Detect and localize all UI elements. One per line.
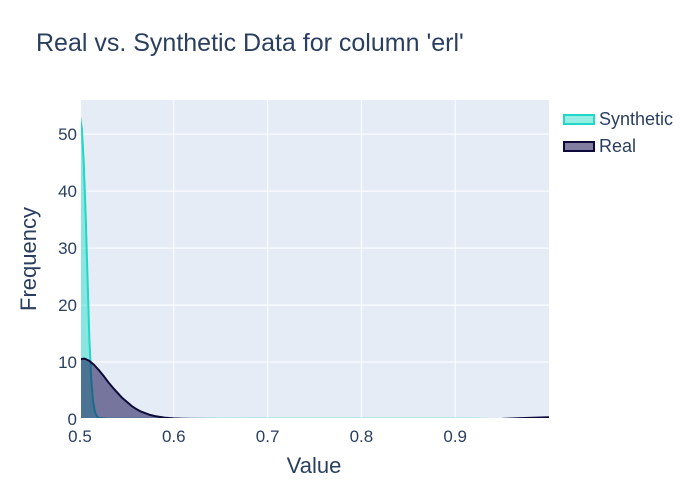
legend-swatch-synthetic <box>563 114 595 125</box>
y-tick-label: 10 <box>58 353 77 372</box>
y-tick-label: 30 <box>58 239 77 258</box>
x-tick-label: 0.8 <box>350 427 374 446</box>
x-tick-label: 0.6 <box>162 427 186 446</box>
series-real-area <box>80 358 549 419</box>
legend-swatch-real <box>563 141 595 152</box>
y-axis-title: Frequency <box>16 207 41 311</box>
plot-area <box>80 100 549 419</box>
tick-labels: 0.5 0.6 0.7 0.8 0.9 0 10 20 30 40 50 <box>58 125 467 446</box>
zero-line <box>79 100 549 420</box>
chart-title: Real vs. Synthetic Data for column 'erl' <box>36 29 464 57</box>
legend-item-synthetic[interactable]: Synthetic <box>563 109 673 129</box>
y-tick-label: 50 <box>58 125 77 144</box>
x-tick-label: 0.7 <box>256 427 280 446</box>
legend-label-real: Real <box>599 136 636 156</box>
legend[interactable]: Synthetic Real <box>563 109 673 156</box>
x-tick-label: 0.9 <box>443 427 467 446</box>
y-tick-label: 0 <box>68 410 77 429</box>
y-tick-label: 20 <box>58 296 77 315</box>
x-tick-label: 0.5 <box>68 427 92 446</box>
grid <box>80 100 549 419</box>
y-tick-label: 40 <box>58 182 77 201</box>
x-axis-title: Value <box>287 453 342 478</box>
legend-item-real[interactable]: Real <box>563 136 636 156</box>
legend-label-synthetic: Synthetic <box>599 109 673 129</box>
